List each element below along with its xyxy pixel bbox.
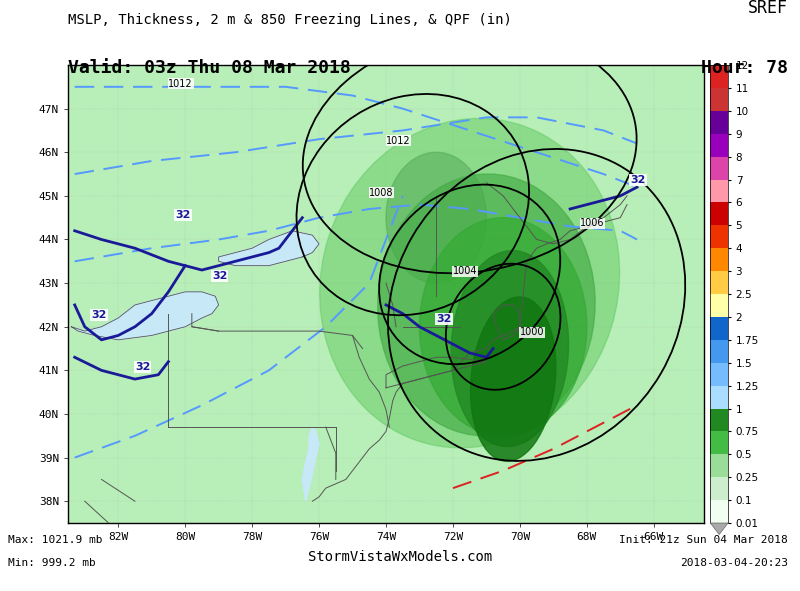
Text: 1004: 1004 [453, 267, 478, 277]
Ellipse shape [419, 217, 587, 436]
Text: 32: 32 [135, 362, 150, 372]
Ellipse shape [378, 174, 595, 436]
Polygon shape [710, 523, 728, 534]
Text: Init: 21z Sun 04 Mar 2018: Init: 21z Sun 04 Mar 2018 [619, 535, 788, 545]
Text: 32: 32 [212, 271, 227, 281]
Text: 1012: 1012 [386, 135, 410, 145]
Polygon shape [302, 427, 319, 501]
Ellipse shape [386, 152, 486, 283]
Text: 32: 32 [630, 175, 646, 185]
Text: 1008: 1008 [370, 188, 394, 198]
Text: 1000: 1000 [520, 327, 544, 337]
Text: Min: 999.2 mb: Min: 999.2 mb [8, 558, 96, 569]
Polygon shape [218, 230, 319, 266]
Text: 32: 32 [91, 310, 107, 320]
Text: Valid: 03z Thu 08 Mar 2018: Valid: 03z Thu 08 Mar 2018 [68, 59, 350, 77]
Text: MSLP, Thickness, 2 m & 850 Freezing Lines, & QPF (in): MSLP, Thickness, 2 m & 850 Freezing Line… [68, 12, 512, 27]
Text: 32: 32 [436, 314, 451, 324]
Text: Max: 1021.9 mb: Max: 1021.9 mb [8, 535, 102, 545]
Text: 2018-03-04-20:23: 2018-03-04-20:23 [680, 558, 788, 569]
Text: 32: 32 [175, 210, 190, 220]
Ellipse shape [320, 118, 620, 448]
Text: StormVistaWxModels.com: StormVistaWxModels.com [308, 550, 492, 564]
Text: SREF: SREF [748, 0, 788, 17]
Ellipse shape [451, 251, 569, 447]
Text: Hour: 78: Hour: 78 [701, 59, 788, 77]
Ellipse shape [470, 297, 556, 461]
Text: 1006: 1006 [580, 219, 605, 228]
Polygon shape [71, 292, 218, 340]
Text: 1012: 1012 [169, 79, 193, 89]
